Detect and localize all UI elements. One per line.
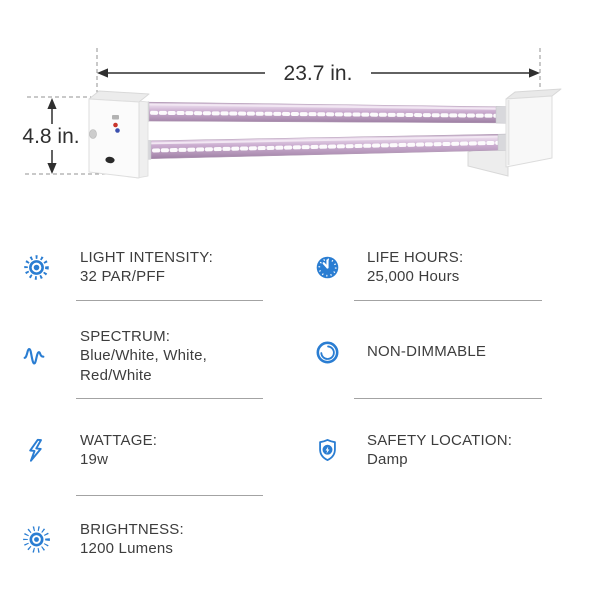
selector-switch (112, 115, 120, 133)
spec-row-light-intensity: LIGHT INTENSITY: 32 PAR/PFF (23, 240, 213, 294)
spec-text: LIFE HOURS: 25,000 Hours (367, 248, 463, 287)
spec-divider (76, 398, 263, 399)
height-dimension: 4.8 in. (22, 98, 80, 174)
spec-text: BRIGHTNESS: 1200 Lumens (80, 520, 184, 559)
spec-label: WATTAGE: (80, 431, 158, 449)
spec-value: Damp (367, 451, 408, 468)
spec-value: 19w (80, 451, 109, 468)
spec-label: SAFETY LOCATION: (367, 431, 513, 449)
left-end-cap (88, 90, 150, 179)
spec-label: LIFE HOURS: (367, 248, 464, 266)
spec-divider (76, 300, 263, 301)
safety-location-icon (314, 437, 341, 464)
spec-text: NON-DIMMABLE (367, 342, 486, 362)
spec-divider (76, 495, 263, 496)
spec-row-brightness: BRIGHTNESS: 1200 Lumens (23, 512, 184, 566)
spec-label: LIGHT INTENSITY: (80, 248, 213, 266)
grow-light-fixture (88, 88, 562, 179)
spec-divider (354, 300, 542, 301)
spec-label: SPECTRUM: (80, 327, 171, 345)
product-diagram: 23.7 in. 4.8 in. (22, 48, 562, 179)
cord-hole (105, 156, 115, 164)
spec-label: BRIGHTNESS: (80, 520, 184, 538)
spec-text: SPECTRUM: Blue/White, White, Red/White (80, 327, 207, 386)
wattage-icon (23, 437, 50, 464)
bottom-tube (139, 133, 511, 160)
life-hours-icon (314, 254, 341, 281)
spec-value: 25,000 Hours (367, 268, 460, 285)
spec-value: Red/White (80, 366, 152, 384)
height-label: 4.8 in. (22, 125, 79, 148)
spec-value: 1200 Lumens (80, 540, 174, 557)
spec-row-spectrum: SPECTRUM: Blue/White, White, Red/White (23, 326, 207, 386)
spec-text: WATTAGE: 19w (80, 431, 157, 470)
spec-value: Blue/White, White, (80, 347, 207, 365)
brightness-icon (23, 525, 50, 553)
width-dimension: 23.7 in. (97, 62, 540, 85)
spec-row-non-dimmable: NON-DIMMABLE (314, 325, 486, 379)
spec-label: NON-DIMMABLE (367, 343, 487, 361)
spec-row-life-hours: LIFE HOURS: 25,000 Hours (314, 240, 463, 294)
width-label: 23.7 in. (284, 62, 353, 85)
top-tube (137, 101, 517, 124)
spec-value: 32 PAR/PFF (80, 268, 166, 285)
spectrum-icon (23, 343, 50, 370)
spec-row-safety-location: SAFETY LOCATION: Damp (314, 423, 512, 477)
spec-divider (354, 398, 542, 399)
mounting-hole (89, 129, 97, 139)
spec-text: LIGHT INTENSITY: 32 PAR/PFF (80, 248, 213, 287)
spec-text: SAFETY LOCATION: Damp (367, 431, 512, 470)
spec-row-wattage: WATTAGE: 19w (23, 423, 157, 477)
non-dimmable-icon (314, 339, 341, 366)
light-intensity-icon (23, 254, 50, 281)
right-end-cap (505, 88, 562, 168)
